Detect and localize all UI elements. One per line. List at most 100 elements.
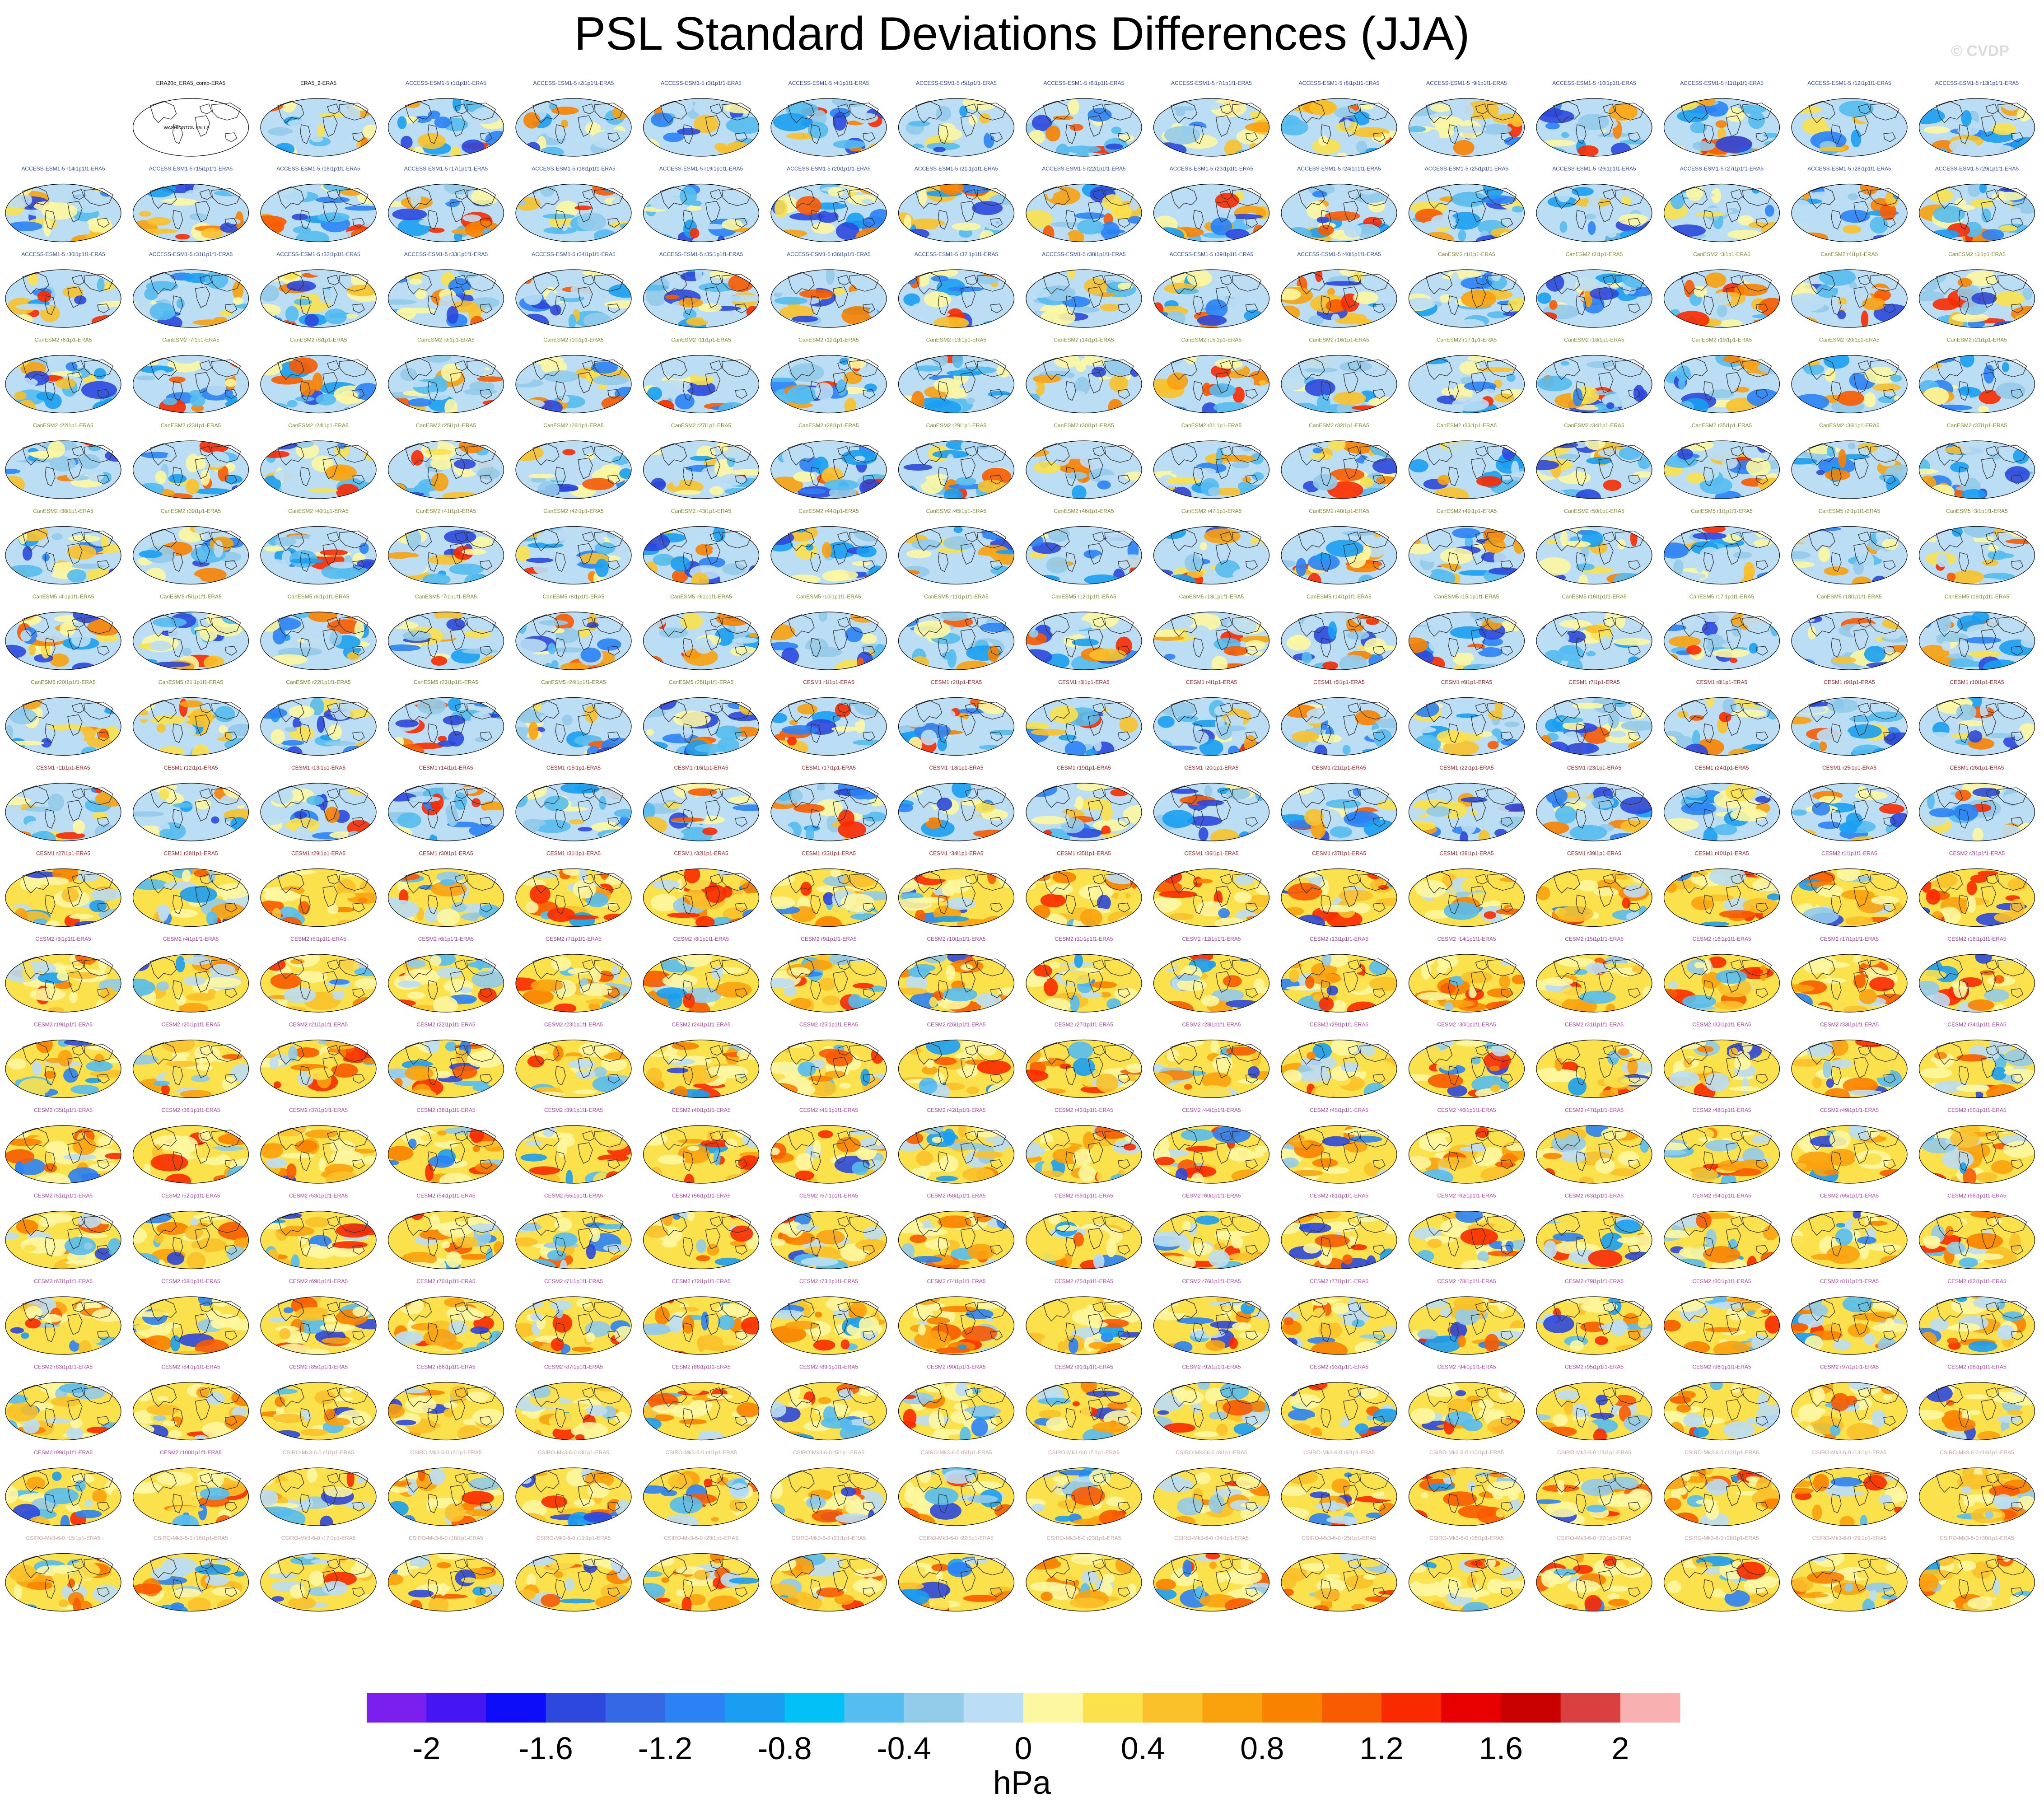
field-patch [521, 399, 545, 408]
field-patch [679, 98, 693, 113]
field-patch [1409, 808, 1427, 817]
coastline [1043, 101, 1070, 123]
field-patch [962, 98, 999, 111]
panel-title: ACCESS-ESM1-5 r8i1p1f1-ERA5 [1299, 80, 1380, 86]
field-patch [1757, 572, 1780, 582]
field-patch [449, 563, 484, 575]
panel-title: CanESM2 r3i1p1-ERA5 [1693, 251, 1750, 257]
field-patch [798, 443, 818, 459]
field-patch [912, 303, 929, 310]
field-patch [700, 224, 727, 229]
field-patch [1442, 388, 1453, 396]
field-patch [686, 205, 702, 211]
field-patch [1363, 820, 1397, 839]
map-panel: ACCESS-ESM1-5 r30i1p1f1-ERA5 [5, 251, 121, 328]
coastline [555, 124, 566, 144]
field-patch [1327, 288, 1335, 296]
field-patch [1792, 216, 1828, 235]
coastline [1853, 115, 1869, 137]
field-patch [431, 826, 459, 838]
field-patch [189, 213, 207, 220]
field-patch [690, 456, 713, 461]
field-patch [1999, 225, 2017, 232]
field-patch [952, 783, 971, 798]
field-patch [307, 612, 338, 622]
field-patch [868, 565, 886, 582]
coastline [976, 188, 1007, 206]
field-patch [1880, 203, 1897, 220]
map-panel: ACCESS-ESM1-5 r26i1p1f1-ERA5 [1536, 166, 1652, 243]
field-patch [1117, 282, 1133, 290]
field-patch [516, 200, 527, 205]
panel-title: ACCESS-ESM1-5 r11i1p1f1-ERA5 [1680, 80, 1764, 86]
field-patch [982, 320, 1014, 327]
panel-title: ACCESS-ESM1-5 r37i1p1f1-ERA5 [915, 251, 999, 257]
field-patch [1760, 222, 1780, 236]
field-patch [1494, 829, 1507, 837]
coastline [1298, 101, 1325, 123]
field-patch [1026, 722, 1050, 729]
panel-title: ACCESS-ESM1-5 r35i1p1f1-ERA5 [659, 251, 743, 257]
field-patch [695, 544, 714, 556]
field-patch [591, 811, 602, 822]
field-patch [612, 148, 628, 155]
globe-outline [387, 98, 504, 157]
field-patch [479, 655, 504, 670]
field-patch [1797, 537, 1812, 543]
coastline [938, 124, 949, 144]
field-patch [1932, 298, 1959, 311]
field-patch [1936, 148, 1949, 156]
coastline [1487, 188, 1517, 206]
coastline [1298, 186, 1325, 209]
field-patch [267, 127, 293, 136]
field-patch [97, 278, 105, 292]
field-patch [516, 783, 547, 799]
field-patch [1504, 402, 1515, 413]
field-patch [5, 612, 36, 621]
field-patch [261, 402, 292, 413]
globe-outline [1408, 183, 1525, 243]
field-patch [537, 277, 554, 287]
panel-title: CESM1 r6i1p1-ERA5 [1441, 679, 1493, 686]
coastline [67, 286, 83, 308]
coastline [1448, 210, 1459, 230]
panel-title: CanESM2 r5i1p1-ERA5 [1948, 251, 2006, 257]
panel-title: CanESM2 r45i1p1-ERA5 [926, 508, 987, 514]
field-patch [261, 618, 280, 632]
field-patch [1677, 710, 1689, 718]
field-patch [481, 307, 504, 326]
field-patch [1673, 559, 1684, 575]
field-patch [1952, 570, 1984, 584]
field-patch [1880, 459, 1896, 467]
field-patch [1069, 124, 1083, 131]
field-patch [1713, 292, 1732, 305]
coastline [1343, 115, 1358, 137]
field-patch [271, 654, 308, 665]
coastline [660, 101, 687, 123]
field-patch [397, 116, 407, 129]
field-patch [1884, 732, 1907, 747]
field-patch [1155, 311, 1168, 317]
field-patch [898, 484, 919, 499]
field-patch [1870, 216, 1888, 233]
coastline [84, 188, 113, 206]
field-patch [1921, 612, 1932, 628]
field-patch [643, 234, 663, 242]
field-patch [1244, 829, 1269, 841]
map-panel: CanESM2 r32i1p1-ERA5 [1281, 422, 1397, 499]
coastline [660, 186, 687, 209]
field-patch [516, 697, 548, 707]
coastline [1232, 103, 1262, 121]
field-patch [582, 478, 615, 490]
coastline [1321, 210, 1331, 230]
coastline [1348, 103, 1360, 114]
coastline [327, 189, 340, 200]
coastline [1726, 201, 1741, 223]
field-patch [577, 212, 607, 231]
field-patch [1696, 559, 1704, 573]
field-patch [397, 812, 422, 828]
field-patch [135, 270, 145, 280]
panel-title: CanESM2 r16i1p1-ERA5 [1309, 337, 1369, 343]
field-patch [1307, 707, 1339, 721]
field-patch [235, 304, 249, 309]
